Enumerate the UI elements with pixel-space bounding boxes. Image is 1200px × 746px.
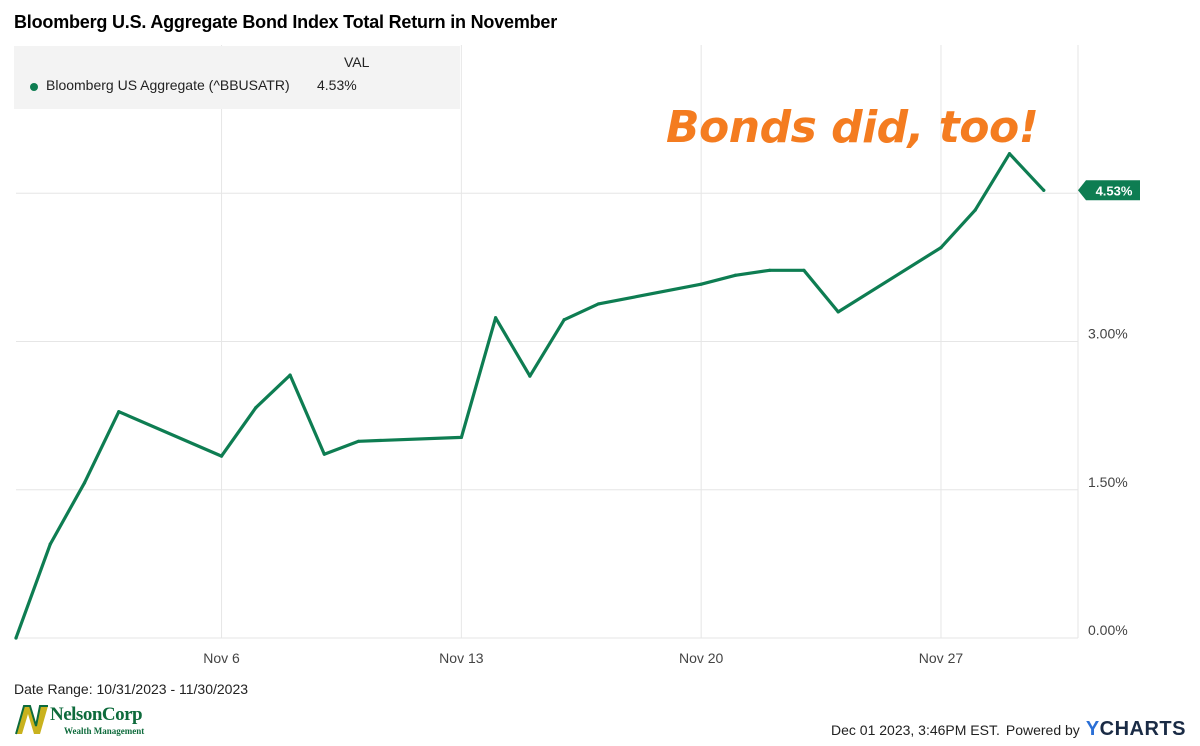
value-label-layer: 4.53% — [1078, 180, 1140, 201]
x-tick-label: Nov 13 — [439, 650, 484, 666]
series-line — [14, 152, 1046, 640]
ycharts-logo[interactable]: YCHARTS — [1086, 718, 1186, 741]
y-tick-label: 1.50% — [1088, 474, 1128, 490]
date-range: Date Range: 10/31/2023 - 11/30/2023 — [14, 681, 249, 697]
data-point — [494, 316, 498, 320]
data-point — [768, 268, 772, 272]
legend-series-dot-icon — [30, 83, 38, 91]
legend-header: VAL — [344, 54, 370, 70]
data-point — [528, 374, 532, 378]
logo-mark-icon — [15, 705, 48, 735]
chart-annotation: Bonds did, too! — [666, 102, 1039, 153]
data-point — [254, 406, 258, 410]
axes: 0.00% 1.50% 3.00% Nov 6 Nov 13 Nov 20 Nov 27 — [203, 326, 1127, 667]
data-point — [459, 435, 463, 439]
y-tick-label: 3.00% — [1088, 326, 1128, 342]
data-point — [802, 268, 806, 272]
footer-powered-by: Powered by — [1005, 721, 1080, 738]
footer: Dec 01 2023, 3:46PM EST. Powered by YCHA… — [831, 718, 1186, 741]
legend: VAL Bloomberg US Aggregate (^BBUSATR) 4.… — [14, 46, 460, 109]
ycharts-logo-text: CHARTS — [1099, 718, 1186, 740]
ycharts-logo-y: Y — [1085, 718, 1100, 740]
data-point — [939, 246, 943, 250]
x-tick-label: Nov 27 — [919, 650, 964, 666]
data-point — [836, 310, 840, 314]
data-point — [562, 318, 566, 322]
data-point — [117, 410, 121, 414]
y-tick-label: 0.00% — [1088, 622, 1128, 638]
grid — [16, 45, 1079, 639]
last-value-tag — [1078, 180, 1140, 201]
x-tick-label: Nov 20 — [679, 650, 724, 666]
logo-subtitle: Wealth Management — [64, 726, 145, 736]
data-point — [733, 273, 738, 277]
data-point — [14, 636, 18, 640]
nelsoncorp-logo: NelsonCorp Wealth Management — [14, 702, 154, 738]
data-point — [82, 481, 87, 485]
data-point — [699, 282, 703, 286]
data-point — [1042, 188, 1046, 192]
data-point — [288, 373, 292, 377]
logo-name: NelsonCorp — [50, 704, 143, 725]
series-layer — [14, 152, 1046, 640]
x-tick-label: Nov 6 — [203, 650, 240, 666]
last-value-label: 4.53% — [1096, 183, 1133, 198]
chart-title: Bloomberg U.S. Aggregate Bond Index Tota… — [14, 12, 558, 32]
data-point — [48, 542, 52, 546]
data-point — [356, 439, 361, 443]
legend-series-value: 4.53% — [317, 77, 357, 93]
data-point — [219, 454, 224, 458]
data-point — [596, 302, 600, 306]
data-point — [322, 452, 326, 456]
footer-timestamp: Dec 01 2023, 3:46PM EST. — [831, 721, 1000, 738]
data-point — [1007, 152, 1012, 156]
data-point — [973, 208, 977, 212]
legend-series-name[interactable]: Bloomberg US Aggregate (^BBUSATR) — [46, 77, 290, 93]
